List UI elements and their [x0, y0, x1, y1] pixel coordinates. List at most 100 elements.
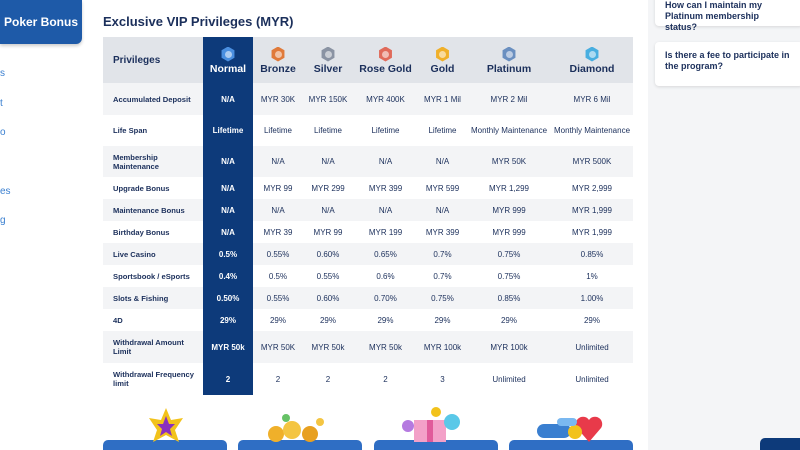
table-cell: N/A: [253, 146, 303, 177]
tier-header-rose-gold: Rose Gold: [353, 37, 418, 83]
table-cell: MYR 400K: [353, 83, 418, 115]
table-cell: MYR 2 Mil: [467, 83, 551, 115]
table-cell: 29%: [418, 309, 467, 331]
tier-badge-icon: [321, 46, 335, 62]
table-cell: MYR 100k: [418, 331, 467, 363]
table-cell: 1.00%: [551, 287, 633, 309]
table-cell: MYR 99: [303, 221, 353, 243]
sidebar-item[interactable]: s: [0, 68, 5, 79]
table-cell: N/A: [203, 83, 253, 115]
tier-header-silver: Silver: [303, 37, 353, 83]
promo-card[interactable]: [238, 414, 362, 450]
tier-badge-icon: [585, 46, 599, 62]
table-row: Upgrade Bonus N/A MYR 99 MYR 299 MYR 399 MYR …: [103, 177, 633, 199]
tier-name: Platinum: [486, 62, 532, 75]
table-cell: N/A: [203, 177, 253, 199]
table-cell: MYR 50k: [353, 331, 418, 363]
tier-badge-icon: [379, 46, 392, 62]
table-cell: Lifetime: [353, 115, 418, 146]
chat-button[interactable]: [760, 438, 800, 450]
faq-question: How can I maintain my Platinum membershi…: [665, 0, 763, 32]
table-cell: 29%: [551, 309, 633, 331]
table-cell: MYR 50k: [303, 331, 353, 363]
table-cell: MYR 999: [467, 221, 551, 243]
table-row: Birthday Bonus N/A MYR 39 MYR 99 MYR 199 MYR …: [103, 221, 633, 243]
table-row: Withdrawal Frequency limit 2 2 2 2 3 Unlimited…: [103, 363, 633, 395]
table-row: Membership Maintenance N/A N/A N/A N/A N/A MYR…: [103, 146, 633, 177]
table-row: 4D 29% 29% 29% 29% 29% 29% 29%: [103, 309, 633, 331]
poker-bonus-button[interactable]: Poker Bonus: [0, 0, 82, 44]
faq-question: Is there a fee to participate in the pro…: [665, 50, 790, 71]
header-privileges: Privileges: [103, 37, 203, 83]
table-cell: Unlimited: [551, 331, 633, 363]
table-cell: MYR 100k: [467, 331, 551, 363]
table-row: Withdrawal Amount Limit MYR 50k MYR 50K MYR…: [103, 331, 633, 363]
table-cell: 2: [253, 363, 303, 395]
table-cell: 0.75%: [467, 265, 551, 287]
tier-header-platinum: Platinum: [467, 37, 551, 83]
sidebar-item[interactable]: o: [0, 127, 6, 138]
table-cell: 0.7%: [418, 265, 467, 287]
table-cell: MYR 50K: [467, 146, 551, 177]
table-cell: Lifetime: [253, 115, 303, 146]
tier-name: Rose Gold: [359, 62, 412, 75]
table-cell: 0.75%: [467, 243, 551, 265]
tier-header-bronze: Bronze: [253, 37, 303, 83]
tier-badge-icon: [436, 46, 449, 62]
table-cell: MYR 39: [253, 221, 303, 243]
faq-item[interactable]: How can I maintain my Platinum membershi…: [655, 0, 800, 32]
table-cell: Monthly Maintenance: [467, 115, 551, 146]
table-cell: MYR 30K: [253, 83, 303, 115]
table-cell: 0.4%: [203, 265, 253, 287]
table-row: Maintenance Bonus N/A N/A N/A N/A N/A MYR 999 M…: [103, 199, 633, 221]
row-label: Accumulated Deposit: [103, 83, 203, 115]
table-row: Slots & Fishing 0.50% 0.55% 0.60% 0.70% 0.75%…: [103, 287, 633, 309]
table-cell: MYR 399: [418, 221, 467, 243]
row-label: Maintenance Bonus: [103, 199, 203, 221]
table-cell: MYR 1,299: [467, 177, 551, 199]
table-cell: 29%: [353, 309, 418, 331]
table-cell: Lifetime: [303, 115, 353, 146]
table-cell: N/A: [353, 146, 418, 177]
table-cell: MYR 1,999: [551, 199, 633, 221]
table-cell: 3: [418, 363, 467, 395]
table-cell: Monthly Maintenance: [551, 115, 633, 146]
table-cell: Lifetime: [203, 115, 253, 146]
row-label: Withdrawal Frequency limit: [103, 363, 203, 395]
table-cell: MYR 599: [418, 177, 467, 199]
sidebar-item[interactable]: g: [0, 215, 6, 226]
table-cell: 2: [203, 363, 253, 395]
table-row: Life Span Lifetime Lifetime Lifetime Lifetim…: [103, 115, 633, 146]
faq-item[interactable]: Is there a fee to participate in the pro…: [655, 42, 800, 86]
table-cell: MYR 299: [303, 177, 353, 199]
main-panel: Exclusive VIP Privileges (MYR) Privilege…: [86, 0, 648, 450]
table-cell: 0.6%: [353, 265, 418, 287]
table-cell: 0.60%: [303, 287, 353, 309]
table-cell: N/A: [203, 146, 253, 177]
table-cell: 2: [353, 363, 418, 395]
sidebar-item[interactable]: t: [0, 98, 3, 109]
tier-badge-icon: [221, 46, 235, 62]
promo-card[interactable]: [374, 407, 498, 450]
table-cell: N/A: [253, 199, 303, 221]
table-cell: 0.65%: [353, 243, 418, 265]
row-label: Sportsbook / eSports: [103, 265, 203, 287]
tier-badge-icon: [271, 46, 285, 62]
table-cell: 29%: [203, 309, 253, 331]
vip-privileges-table: Privileges Normal Bronze Silver Rose Gold Go…: [103, 37, 633, 395]
table-cell: 29%: [253, 309, 303, 331]
table-cell: 0.5%: [203, 243, 253, 265]
tier-name: Diamond: [569, 62, 615, 75]
table-cell: N/A: [203, 221, 253, 243]
row-label: Live Casino: [103, 243, 203, 265]
table-cell: MYR 2,999: [551, 177, 633, 199]
gift-icon: [402, 407, 460, 442]
promo-card[interactable]: [103, 408, 227, 450]
sidebar-item[interactable]: es: [0, 186, 11, 197]
left-sidebar: Poker Bonus s t o es g: [0, 0, 86, 450]
table-cell: MYR 99: [253, 177, 303, 199]
promo-card[interactable]: [509, 416, 633, 450]
row-label: Withdrawal Amount Limit: [103, 331, 203, 363]
table-cell: 2: [303, 363, 353, 395]
